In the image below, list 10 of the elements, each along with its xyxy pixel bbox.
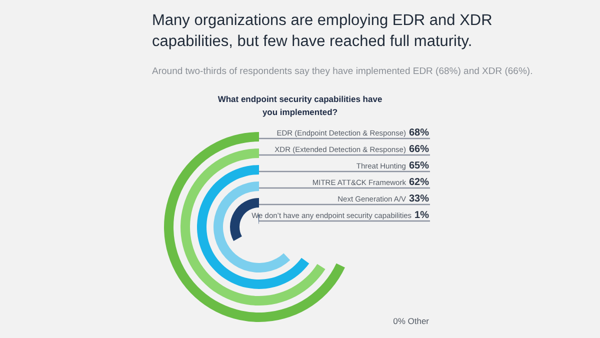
text: What endpoint security capabilities have you implemented?	[216, 93, 384, 119]
data-label: 66%	[408, 144, 430, 155]
text: 0% Other	[393, 316, 430, 326]
text: Around two-thirds of respondents say they have implemented EDR (68%) and XDR (66%).	[152, 66, 534, 77]
data-label: 65%	[408, 160, 430, 172]
data-label: 68%	[408, 128, 430, 138]
data-label: 1%	[414, 210, 430, 221]
text: Many organizations are employing EDR and XDR capabilities, but few have reached full maturity.	[152, 11, 494, 52]
data-label: 62%	[408, 177, 430, 188]
data-label: 33%	[408, 194, 430, 204]
